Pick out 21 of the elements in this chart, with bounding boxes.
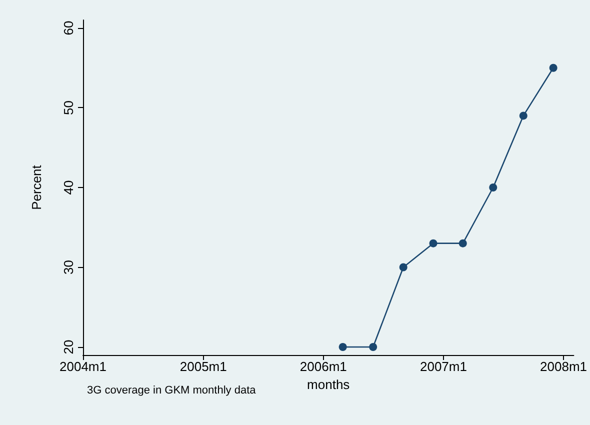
- x-tick-label: 2008m1: [540, 359, 588, 374]
- y-tick-label: 20: [61, 340, 76, 354]
- x-axis-title: months: [307, 376, 350, 392]
- x-tick-label: 2007m1: [420, 359, 467, 374]
- point: [399, 263, 408, 272]
- point: [458, 239, 467, 248]
- point: [489, 184, 498, 192]
- x-tick-label: 2005m1: [180, 359, 227, 374]
- y-tick-label: 30: [61, 260, 76, 274]
- x-tick-label: 2006m1: [300, 359, 347, 374]
- point: [338, 343, 347, 352]
- point: [549, 64, 558, 72]
- point: [519, 112, 528, 120]
- point: [429, 239, 438, 248]
- text: 3G coverage in GKM monthly data: [87, 384, 257, 396]
- x-tick-label: 2004m1: [60, 359, 106, 374]
- y-tick-label: 60: [61, 20, 76, 36]
- y-axis-title: Percent: [29, 164, 44, 210]
- point: [369, 343, 378, 352]
- y-tick-label: 40: [61, 180, 76, 195]
- y-tick-label: 50: [61, 100, 76, 115]
